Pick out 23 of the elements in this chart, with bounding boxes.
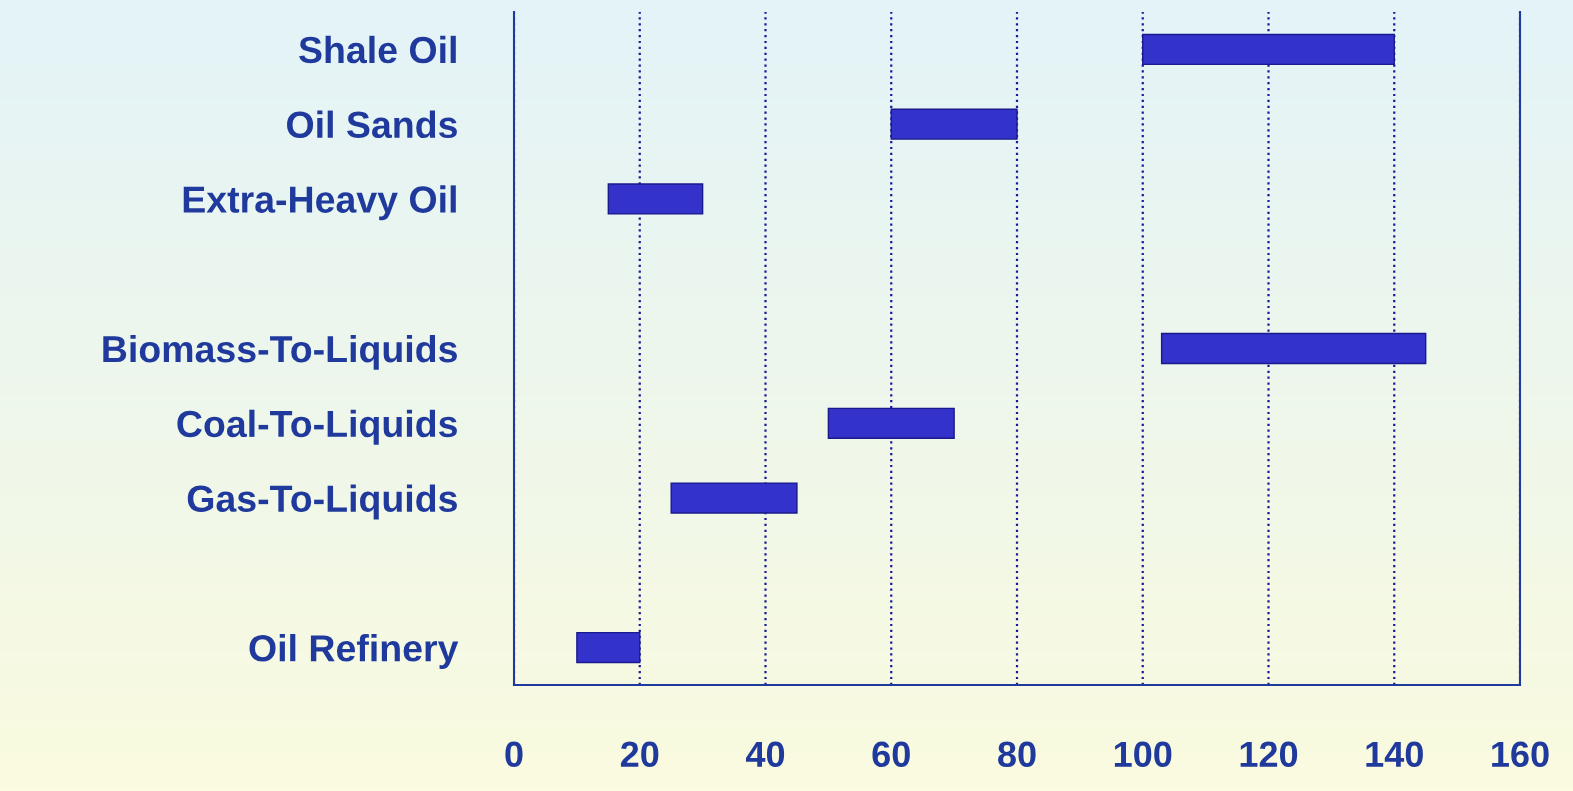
bar — [607, 183, 704, 215]
x-tick-label: 40 — [745, 741, 785, 768]
bar — [576, 631, 641, 664]
bar — [1160, 332, 1427, 365]
x-tick-label: 60 — [872, 741, 910, 768]
y-tick-label: Coal-To-Liquids — [177, 409, 457, 445]
x-tick-label: 80 — [998, 741, 1036, 768]
y-tick-label: Extra-Heavy Oil — [183, 185, 456, 221]
bar — [1142, 33, 1395, 66]
y-tick-label: Biomass-To-Liquids — [103, 334, 457, 370]
bar — [827, 407, 955, 439]
y-tick-label: Oil Sands — [287, 110, 457, 139]
x-tick-label: 160 — [1492, 741, 1549, 768]
x-tick-label: 120 — [1240, 741, 1298, 768]
bar — [670, 482, 798, 514]
x-tick-label: 0 — [505, 741, 523, 768]
bar — [890, 108, 1018, 140]
x-tick-label: 100 — [1114, 741, 1172, 768]
x-tick-label: 20 — [620, 741, 659, 768]
y-tick-label: Gas-To-Liquids — [187, 484, 457, 520]
x-tick-label: 140 — [1366, 741, 1423, 768]
y-tick-label: Oil Refinery — [249, 634, 459, 669]
y-tick-label: Shale Oil — [299, 35, 456, 64]
